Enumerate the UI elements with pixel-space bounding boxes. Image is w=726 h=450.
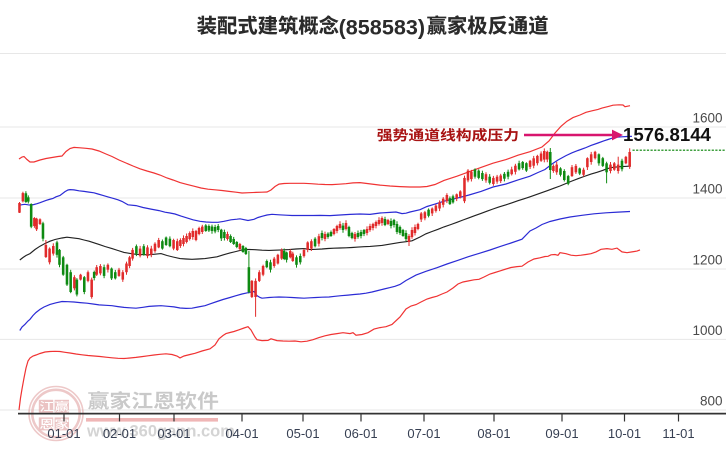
svg-text:06-01: 06-01 [344, 426, 377, 441]
svg-text:11-01: 11-01 [662, 426, 694, 441]
svg-text:1400: 1400 [692, 182, 722, 197]
svg-text:1576.8144: 1576.8144 [623, 124, 712, 145]
svg-text:08-01: 08-01 [477, 426, 510, 441]
svg-text:1200: 1200 [692, 253, 722, 268]
svg-text:1600: 1600 [692, 111, 722, 126]
svg-text:(858583): (858583) [339, 15, 425, 40]
svg-text:09-01: 09-01 [545, 426, 578, 441]
svg-text:01-01: 01-01 [47, 426, 80, 441]
svg-text:1000: 1000 [692, 323, 722, 338]
svg-text:03-01: 03-01 [157, 426, 190, 441]
svg-text:10-01: 10-01 [608, 426, 641, 441]
svg-text:800: 800 [700, 394, 723, 409]
svg-text:02-01: 02-01 [103, 426, 136, 441]
svg-text:07-01: 07-01 [407, 426, 440, 441]
svg-text:04-01: 04-01 [225, 426, 258, 441]
svg-text:www.360gann.com: www.360gann.com [86, 423, 235, 441]
svg-text:05-01: 05-01 [286, 426, 319, 441]
